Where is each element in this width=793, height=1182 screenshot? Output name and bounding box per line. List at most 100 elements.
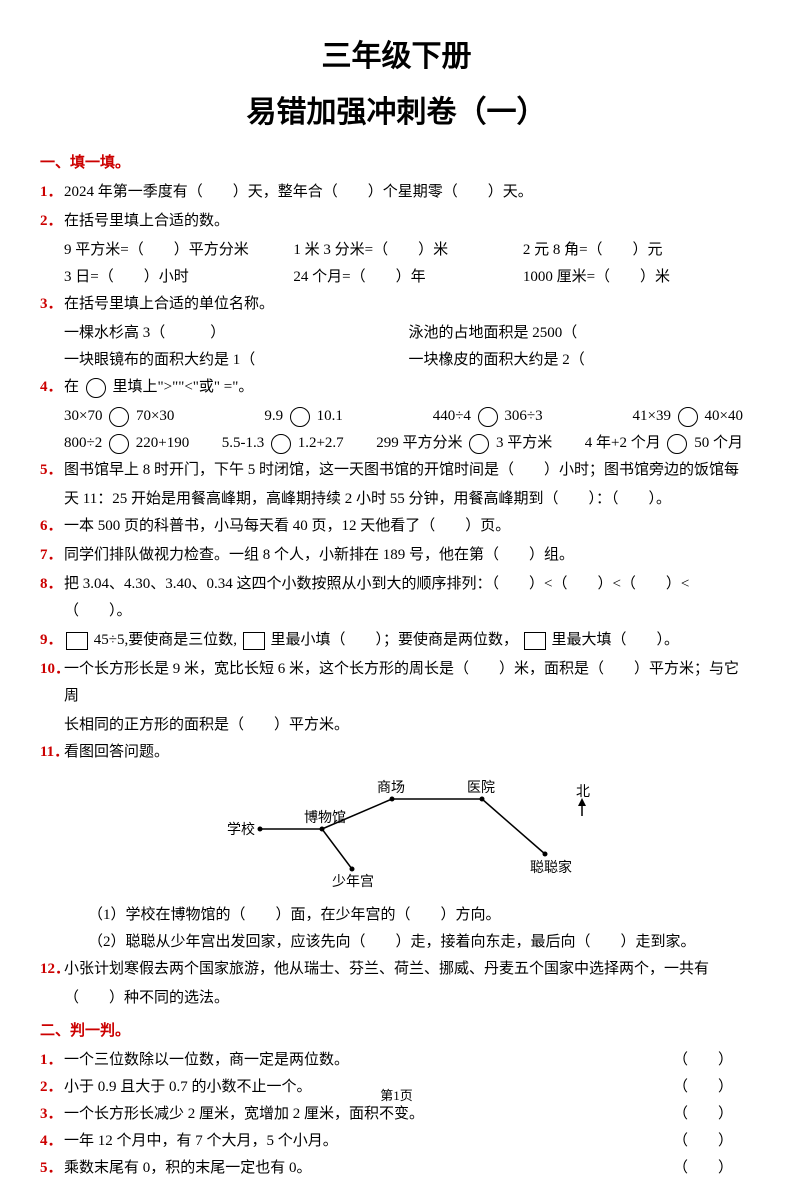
q4-r2b-r: 1.2+2.7: [298, 435, 344, 451]
q12-line1: 小张计划寒假去两个国家旅游，他从瑞士、芬兰、荷兰、挪威、丹麦五个国家中选择两个，…: [64, 961, 709, 977]
node-home: 聪聪家: [530, 859, 572, 876]
map-diagram: 学校 博物馆 少年宫 商场 医院 聪聪家 北: [172, 774, 622, 894]
box-icon: [524, 632, 546, 650]
q4-r1a-r: 70×30: [136, 408, 174, 424]
q2-r2c: 1000 厘米=（ ）米: [523, 264, 752, 291]
section1-header: 一、填一填。: [40, 150, 753, 177]
circle-icon: [469, 434, 489, 454]
j1-text: 一个三位数除以一位数，商一定是两位数。: [64, 1047, 673, 1074]
q4-post: 里填上">""<"或" ="。: [113, 379, 254, 395]
q10-num: 10．: [40, 656, 70, 683]
circle-icon: [109, 407, 129, 427]
box-icon: [243, 632, 265, 650]
j5-paren: （ ）: [673, 1155, 733, 1182]
diagram-svg: 学校 博物馆 少年宫 商场 医院 聪聪家 北: [172, 774, 622, 894]
q3-r2a: 一块眼镜布的面积大约是 1（: [64, 347, 409, 374]
compass-label: 北: [576, 784, 590, 800]
q5-num: 5．: [40, 457, 63, 484]
q1-num: 1．: [40, 179, 63, 206]
question-4: 4． 在 里填上">""<"或" ="。: [40, 374, 753, 401]
circle-icon: [678, 407, 698, 427]
question-12: 12． 小张计划寒假去两个国家旅游，他从瑞士、芬兰、荷兰、挪威、丹麦五个国家中选…: [40, 956, 753, 983]
q4-r2d-r: 50 个月: [694, 435, 743, 451]
j4-paren: （ ）: [673, 1128, 733, 1155]
q1-text: 2024 年第一季度有（ ）天，整年合（ ）个星期零（ ）天。: [64, 184, 533, 200]
q7-text: 同学们排队做视力检查。一组 8 个人，小新排在 189 号，他在第（ ）组。: [64, 547, 574, 563]
page-subtitle: 易错加强冲刺卷（一）: [40, 86, 753, 140]
q9-mid1: 45÷5,要使商是三位数,: [94, 632, 237, 648]
q9-post: 里最大填（ ）。: [552, 632, 680, 648]
circle-icon: [271, 434, 291, 454]
node-mall: 商场: [377, 780, 405, 796]
question-10: 10． 一个长方形长是 9 米，宽比长短 6 米，这个长方形的周长是（ ）米，面…: [40, 656, 753, 710]
q2-r2a: 3 日=（ ）小时: [64, 264, 293, 291]
q2-r1a: 9 平方米=（ ）平方分米: [64, 237, 293, 264]
q4-row1: 30×70 70×30 9.9 10.1 440÷4 306÷3 41×39 4…: [40, 403, 753, 430]
q4-r1b-l: 9.9: [264, 408, 283, 424]
q4-row2: 800÷2 220+190 5.5-1.3 1.2+2.7 299 平方分米 3…: [40, 430, 753, 457]
q4-r1c-r: 306÷3: [504, 408, 542, 424]
node-hospital: 医院: [467, 780, 495, 796]
q12-num: 12．: [40, 956, 70, 983]
q4-r1b-r: 10.1: [317, 408, 343, 424]
q2-r1c: 2 元 8 角=（ ）元: [523, 237, 752, 264]
q4-pre: 在: [64, 379, 79, 395]
q2-r1b: 1 米 3 分米=（ ）米: [293, 237, 522, 264]
node-palace: 少年宫: [332, 874, 374, 890]
page-footer: 第1页: [0, 1084, 793, 1107]
q4-r2a-r: 220+190: [136, 435, 189, 451]
q11-text: 看图回答问题。: [64, 744, 169, 760]
q4-r2a-l: 800÷2: [64, 435, 102, 451]
q12-line2: （ ）种不同的选法。: [40, 985, 753, 1012]
question-8: 8． 把 3.04、4.30、3.40、0.34 这四个小数按照从小到大的顺序排…: [40, 571, 753, 625]
j5-text: 乘数末尾有 0，积的末尾一定也有 0。: [64, 1155, 673, 1182]
question-5: 5． 图书馆早上 8 时开门，下午 5 时闭馆，这一天图书馆的开馆时间是（ ）小…: [40, 457, 753, 484]
q3-r1a: 一棵水杉高 3（ ）: [64, 320, 409, 347]
judge-1: 1． 一个三位数除以一位数，商一定是两位数。 （ ）: [40, 1047, 753, 1074]
question-9: 9． 45÷5,要使商是三位数, 里最小填（ ）；要使商是两位数， 里最大填（ …: [40, 627, 753, 654]
circle-icon: [290, 407, 310, 427]
q9-mid2: 里最小填（ ）；要使商是两位数，: [270, 632, 518, 648]
q3-num: 3．: [40, 291, 63, 318]
q6-num: 6．: [40, 513, 63, 540]
question-2: 2． 在括号里填上合适的数。: [40, 208, 753, 235]
q4-r2b-l: 5.5-1.3: [222, 435, 265, 451]
box-icon: [66, 632, 88, 650]
q2-num: 2．: [40, 208, 63, 235]
q2-row1: 9 平方米=（ ）平方分米 1 米 3 分米=（ ）米 2 元 8 角=（ ）元: [40, 237, 753, 264]
q8-num: 8．: [40, 571, 63, 598]
q4-r1d-r: 40×40: [705, 408, 743, 424]
page-title: 三年级下册: [40, 30, 753, 84]
q5-line1: 图书馆早上 8 时开门，下午 5 时闭馆，这一天图书馆的开馆时间是（ ）小时；图…: [64, 462, 739, 478]
q3-r2b: 一块橡皮的面积大约是 2（: [409, 347, 754, 374]
circle-icon: [86, 378, 106, 398]
circle-icon: [109, 434, 129, 454]
q2-text: 在括号里填上合适的数。: [64, 213, 229, 229]
q4-r2c-l: 299 平方分米: [376, 435, 462, 451]
question-1: 1． 2024 年第一季度有（ ）天，整年合（ ）个星期零（ ）天。: [40, 179, 753, 206]
node-school: 学校: [227, 821, 255, 838]
node-museum: 博物馆: [304, 809, 346, 826]
q11-sub1: （1）学校在博物馆的（ ）面，在少年宫的（ ）方向。: [40, 902, 753, 929]
q5-line2: 天 11：25 开始是用餐高峰期，高峰期持续 2 小时 55 分钟，用餐高峰期到…: [40, 486, 753, 513]
q9-num: 9．: [40, 627, 63, 654]
q4-r1c-l: 440÷4: [433, 408, 471, 424]
q7-num: 7．: [40, 542, 63, 569]
q3-row1: 一棵水杉高 3（ ） 泳池的占地面积是 2500（: [40, 320, 753, 347]
q3-r1b: 泳池的占地面积是 2500（: [409, 320, 754, 347]
q4-r2d-l: 4 年+2 个月: [585, 435, 661, 451]
j1-paren: （ ）: [673, 1047, 733, 1074]
q4-num: 4．: [40, 374, 63, 401]
q2-r2b: 24 个月=（ ）年: [293, 264, 522, 291]
j4-text: 一年 12 个月中，有 7 个大月，5 个小月。: [64, 1128, 673, 1155]
q4-r1d-l: 41×39: [633, 408, 671, 424]
q2-row2: 3 日=（ ）小时 24 个月=（ ）年 1000 厘米=（ ）米: [40, 264, 753, 291]
circle-icon: [478, 407, 498, 427]
question-7: 7． 同学们排队做视力检查。一组 8 个人，小新排在 189 号，他在第（ ）组…: [40, 542, 753, 569]
question-11: 11． 看图回答问题。: [40, 739, 753, 766]
section2-header: 二、判一判。: [40, 1018, 753, 1045]
question-3: 3． 在括号里填上合适的单位名称。: [40, 291, 753, 318]
question-6: 6． 一本 500 页的科普书，小马每天看 40 页，12 天他看了（ ）页。: [40, 513, 753, 540]
judge-4: 4． 一年 12 个月中，有 7 个大月，5 个小月。 （ ）: [40, 1128, 753, 1155]
q10-line1: 一个长方形长是 9 米，宽比长短 6 米，这个长方形的周长是（ ）米，面积是（ …: [64, 661, 739, 704]
